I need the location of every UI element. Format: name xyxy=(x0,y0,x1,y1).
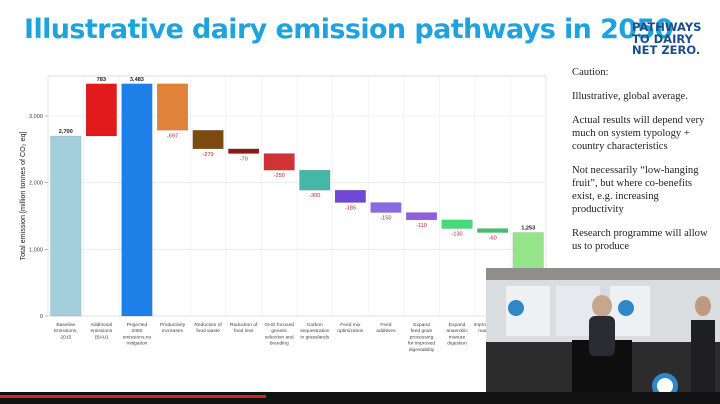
logo-line: NET ZERO. xyxy=(632,43,701,57)
x-tick-label: Expand xyxy=(413,322,430,328)
data-label: -300 xyxy=(309,193,320,199)
waterfall-bar xyxy=(121,83,153,317)
x-tick-label: breeding xyxy=(270,341,289,347)
notes-panel: Caution: Illustrative, global average. A… xyxy=(572,66,712,264)
data-label: -185 xyxy=(345,206,356,212)
x-tick-label: GHG focused xyxy=(264,322,294,328)
x-tick-label: Reduction of xyxy=(230,322,258,328)
x-tick-label: anaerobic xyxy=(446,328,468,334)
slide-title: Illustrative dairy emission pathways in … xyxy=(24,14,673,45)
y-tick-label: 2,000 xyxy=(29,181,43,187)
x-tick-label: additives xyxy=(376,328,396,334)
waterfall-bar xyxy=(50,135,82,317)
x-tick-label: Expand xyxy=(449,322,466,328)
x-tick-label: Feed xyxy=(380,322,391,328)
x-tick-label: in grasslands xyxy=(300,334,329,340)
note-item: Illustrative, global average. xyxy=(572,91,688,102)
data-label: 2,700 xyxy=(59,129,73,135)
data-label: 783 xyxy=(97,77,106,83)
x-tick-label: Productivity xyxy=(160,322,186,328)
x-tick-label: manure xyxy=(449,334,466,340)
waterfall-bar xyxy=(85,83,117,137)
waterfall-bar xyxy=(157,83,188,131)
pathways-logo: PATHWAYS TO DAIRY NET ZERO. xyxy=(632,20,702,57)
x-tick-label: digestion xyxy=(447,341,467,347)
speaker-video-overlay xyxy=(486,268,720,404)
waterfall-bar xyxy=(441,219,473,229)
x-tick-label: Projected xyxy=(127,322,148,328)
x-tick-label: emissions,no xyxy=(123,334,152,340)
x-tick-label: mitigation xyxy=(126,341,147,347)
note-item: Not necessarily “low-hanging fruit”, but… xyxy=(572,165,699,215)
y-axis-label: Total emission [million tonnes of CO₂ eq… xyxy=(18,131,27,260)
data-label: -70 xyxy=(240,157,248,163)
speaker-figure-icon xyxy=(592,295,612,317)
x-tick-label: genetic xyxy=(271,328,287,334)
x-tick-label: optimization xyxy=(337,328,363,334)
data-label: -110 xyxy=(416,223,427,229)
waterfall-bar xyxy=(334,189,366,203)
x-tick-label: sequestration xyxy=(300,328,330,334)
data-label: 3,483 xyxy=(130,77,144,83)
x-tick-label: digestability xyxy=(409,347,435,353)
un-logo-icon xyxy=(508,300,524,316)
un-logo-icon xyxy=(618,300,634,316)
waterfall-bar xyxy=(192,130,224,150)
x-tick-label: Emissions, xyxy=(54,328,78,334)
waterfall-bar xyxy=(406,212,437,221)
logo-line: PATHWAYS xyxy=(632,20,702,34)
y-tick-label: 1,000 xyxy=(29,247,43,253)
waterfall-bar xyxy=(477,228,509,233)
note-caution: Caution: xyxy=(572,67,609,78)
x-tick-label: feed grain xyxy=(411,328,433,334)
data-label: -250 xyxy=(274,173,285,179)
x-tick-label: Feed mix xyxy=(340,322,361,328)
waterfall-bar xyxy=(299,169,331,191)
waterfall-chart: 0 1,000 2,000 3,000 Total emission [million … xyxy=(18,75,547,353)
data-label: -60 xyxy=(489,236,497,242)
x-tick-label: 2050 xyxy=(131,328,142,334)
waterfall-bar xyxy=(263,153,295,171)
x-tick-label: for improved xyxy=(408,341,435,347)
x-tick-label: (BAU) xyxy=(95,334,109,340)
x-tick-label: food waste xyxy=(196,328,220,334)
x-tick-label: emissions xyxy=(90,328,112,334)
chart-panel: 0 1,000 2,000 3,000 Total emission [million … xyxy=(14,68,564,398)
x-tick-label: processing xyxy=(410,334,434,340)
data-label: -279 xyxy=(202,152,213,158)
x-tick-label: Carbon xyxy=(307,322,323,328)
x-tick-label: food loss xyxy=(234,328,254,334)
data-label: 1,253 xyxy=(521,225,535,231)
x-tick-label: Reduction of xyxy=(194,322,222,328)
video-progress-bar[interactable] xyxy=(0,392,720,404)
y-tick-label: 3,000 xyxy=(29,114,43,120)
video-progress-fill xyxy=(0,395,267,398)
x-tick-label: 2015 xyxy=(60,334,71,340)
x-tick-label: increases xyxy=(162,328,183,334)
data-label: -150 xyxy=(380,216,391,222)
y-tick-label: 0 xyxy=(40,314,43,320)
x-tick-label: Additional xyxy=(91,322,112,328)
logo-line: TO DAIRY xyxy=(632,31,693,46)
x-tick-label: selection and xyxy=(265,334,294,340)
waterfall-bar xyxy=(370,202,402,213)
x-tick-label: Baseline xyxy=(56,322,75,328)
waterfall-bar xyxy=(228,148,260,154)
data-label: -697 xyxy=(167,133,178,139)
note-item: Research programme will allow us to prod… xyxy=(572,228,708,252)
note-item: Actual results will depend very much on … xyxy=(572,115,705,152)
data-label: -130 xyxy=(451,232,462,238)
